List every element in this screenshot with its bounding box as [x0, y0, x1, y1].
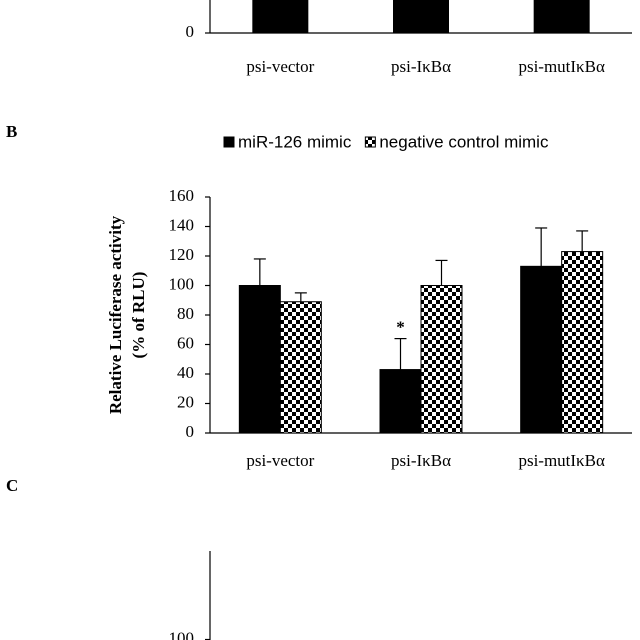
y-tick-label: 60 [177, 333, 194, 352]
bar [561, 251, 604, 434]
bar [379, 369, 422, 434]
bar [520, 265, 563, 434]
bar [533, 0, 590, 34]
bar [252, 0, 309, 34]
y-tick-label: 0 [186, 22, 195, 41]
bar [279, 301, 322, 434]
x-tick-label: psi-mutIκBα [518, 451, 605, 470]
y-axis-label: Relative Luciferase activity [106, 215, 125, 414]
panel-label: B [6, 122, 17, 141]
y-tick-label: 80 [177, 304, 194, 323]
x-tick-label: psi-vector [246, 57, 314, 76]
bar [238, 285, 281, 434]
y-tick-label: 120 [169, 245, 195, 264]
legend-label: negative control mimic [379, 132, 549, 151]
x-tick-label: psi-mutIκBα [518, 57, 605, 76]
y-tick-label: 40 [177, 363, 194, 382]
bar [393, 0, 449, 34]
annotation: * [396, 318, 405, 337]
x-tick-label: psi-vector [246, 451, 314, 470]
y-tick-label: 160 [169, 186, 195, 205]
y-tick-label: 20 [177, 392, 194, 411]
y-tick-label: 0 [186, 422, 195, 441]
y-tick-label: 100 [169, 628, 195, 640]
y-tick-label: 140 [169, 215, 195, 234]
panel-label: C [6, 476, 18, 495]
legend-swatch [364, 136, 376, 148]
x-tick-label: psi-IκBα [391, 57, 451, 76]
legend-swatch [223, 136, 235, 148]
x-tick-label: psi-IκBα [391, 451, 451, 470]
legend-label: miR-126 mimic [238, 132, 352, 151]
y-axis-label: (% of RLU) [129, 272, 148, 359]
y-tick-label: 100 [169, 274, 195, 293]
bar [420, 285, 463, 434]
